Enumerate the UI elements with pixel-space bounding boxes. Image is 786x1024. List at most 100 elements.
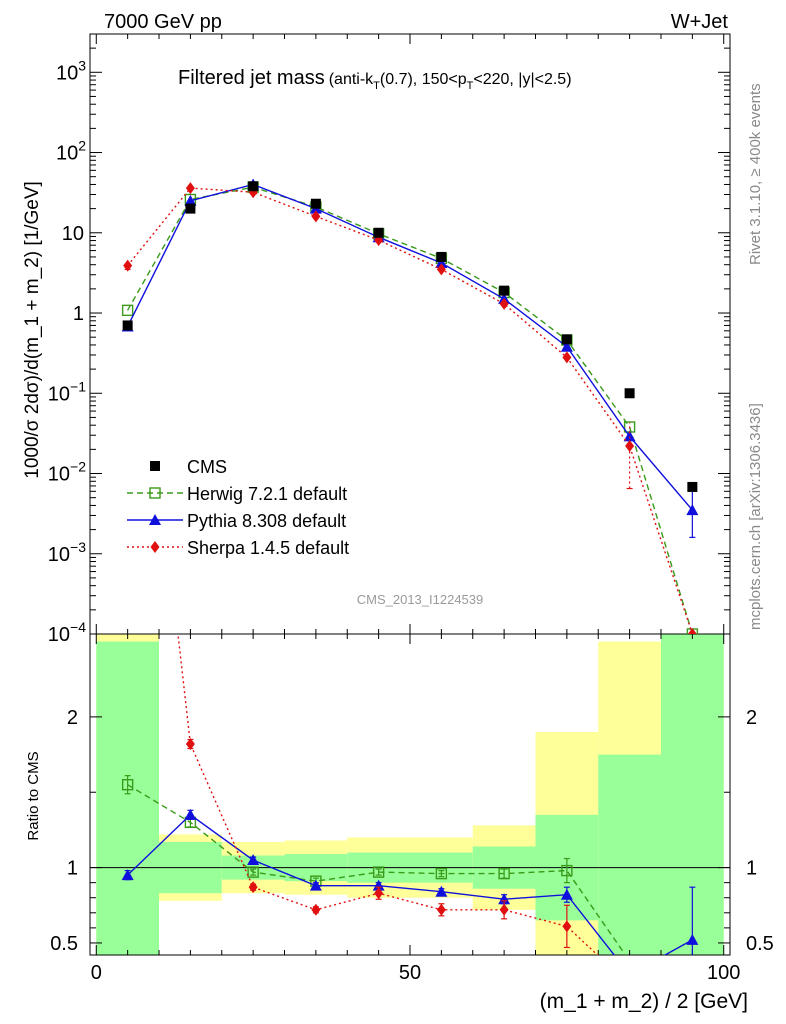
main-frame xyxy=(89,33,731,635)
ratio-marker-series-2-6 xyxy=(499,903,509,916)
ratio-y-tick-label-right: 0.5 xyxy=(746,933,774,955)
cms-data-point-1 xyxy=(185,203,196,214)
ratio-marker-series-1-8 xyxy=(624,969,636,980)
rivet-version-label: Rivet 3.1.10, ≥ 400k events xyxy=(747,83,764,265)
ratio-y-tick-label-right: 2 xyxy=(746,707,757,729)
y-tick-base: 10 xyxy=(48,544,70,566)
ratio-y-tick-label: 1 xyxy=(67,858,78,880)
y-tick-exponent: −2 xyxy=(70,459,86,475)
main-line-series-2 xyxy=(127,187,694,634)
ratio-marker-series-0-5 xyxy=(435,867,448,880)
main-panel-curves xyxy=(121,178,699,634)
title-sub-c: <220, |y|<2.5) xyxy=(473,71,571,88)
ratio-line-series-0 xyxy=(127,784,627,955)
x-axis-label: (m_1 + m_2) / 2 [GeV] xyxy=(540,990,748,1013)
ratio-marker-series-2-2 xyxy=(248,881,258,894)
y-tick-label: 1 xyxy=(73,303,84,325)
main-marker-series-1-5 xyxy=(435,257,448,269)
cms-data-point-8 xyxy=(624,388,635,399)
ratio-marker-series-1-5 xyxy=(435,885,448,897)
title-main: Filtered jet mass xyxy=(178,67,325,89)
cms-data-point-3 xyxy=(310,198,321,209)
main-marker-series-0-0 xyxy=(121,304,134,317)
ratio-marker-series-1-0 xyxy=(121,869,134,881)
title-sub-t1: T xyxy=(373,80,380,92)
legend: CMS Herwig 7.2.1 default Pythia 8.308 defa… xyxy=(127,457,349,558)
ratio-marker-series-1-4 xyxy=(372,879,385,891)
main-marker-series-1-1 xyxy=(184,194,197,206)
cms-data-point-9 xyxy=(687,481,698,492)
green-band-bin-8 xyxy=(598,754,661,955)
title-sub-t2: T xyxy=(467,80,474,92)
ratio-marker-series-2-7 xyxy=(562,920,572,933)
ratio-y-tick-label: 0.5 xyxy=(50,933,78,955)
y-tick-exponent: 3 xyxy=(78,57,86,73)
ratio-y-tick-label: 2 xyxy=(67,707,78,729)
legend-marker-series-2 xyxy=(150,541,160,553)
ratio-marker-series-1-3 xyxy=(309,879,322,891)
main-marker-series-2-1 xyxy=(185,182,195,195)
y-tick-label: 10 xyxy=(62,223,84,245)
y-tick-label: 10−4 xyxy=(48,619,86,646)
y-tick-base: 10 xyxy=(48,624,70,646)
main-marker-series-2-9 xyxy=(687,628,697,634)
y-tick-base: 10 xyxy=(56,143,78,165)
ratio-band-group xyxy=(96,634,724,955)
y-tick-base: 10 xyxy=(48,383,70,405)
ratio-line-series-1 xyxy=(127,813,693,955)
main-marker-series-2-7 xyxy=(562,351,572,364)
main-marker-series-1-9 xyxy=(686,504,699,516)
ratio-marker-series-2-0 xyxy=(123,183,132,195)
ratio-y-tick-label-right: 1 xyxy=(746,858,757,880)
y-tick-exponent: −3 xyxy=(70,539,86,555)
cms-data-point-4 xyxy=(373,227,384,238)
ratio-marker-series-0-7 xyxy=(561,864,573,877)
y-tick-label: 10−2 xyxy=(48,459,86,486)
legend-label-series-1: Pythia 8.308 default xyxy=(187,511,346,531)
main-line-series-1 xyxy=(126,183,693,511)
ratio-marker-series-0-4 xyxy=(372,866,385,878)
main-marker-series-2-6 xyxy=(499,297,509,310)
y-axis-label: 1000/σ 2dσ)/d(m_1 + m_2) [1/GeV] xyxy=(22,181,43,479)
legend-label-series-0: Herwig 7.2.1 default xyxy=(187,484,347,504)
process-label: W+Jet xyxy=(671,11,729,33)
ratio-marker-series-2-3 xyxy=(311,903,321,916)
main-marker-series-2-5 xyxy=(436,263,446,276)
y-tick-exponent: −4 xyxy=(70,619,86,635)
legend-marker-cms xyxy=(150,461,160,471)
y-tick-label: 102 xyxy=(56,138,86,165)
ratio-line-series-2 xyxy=(177,634,599,955)
ratio-marker-series-0-6 xyxy=(498,867,510,880)
x-tick-label: 50 xyxy=(399,962,421,984)
title-sub-a: (anti-k xyxy=(329,71,374,88)
y-tick-label: 10−3 xyxy=(48,539,86,566)
legend-marker-series-0 xyxy=(149,487,161,499)
energy-label: 7000 GeV pp xyxy=(104,11,222,33)
ratio-y-axis-label: Ratio to CMS xyxy=(25,751,42,840)
ratio-panel-curves xyxy=(121,183,699,980)
title-sub-b: (0.7), 150<p xyxy=(380,71,467,88)
main-marker-series-1-8 xyxy=(623,430,636,442)
main-marker-series-1-7 xyxy=(560,340,573,352)
y-tick-base: 10 xyxy=(56,62,78,84)
ratio-marker-series-1-7 xyxy=(560,888,573,900)
mcplots-reference-label: mcplots.cern.ch [arXiv:1306.3436] xyxy=(747,403,764,630)
x-tick-label: 100 xyxy=(707,962,740,984)
x-tick-label: 0 xyxy=(91,962,102,984)
main-marker-series-2-0 xyxy=(123,259,133,272)
y-tick-exponent: 2 xyxy=(78,138,86,154)
ratio-marker-series-0-0 xyxy=(121,779,134,791)
ratio-marker-series-1-1 xyxy=(184,808,197,820)
ratio-marker-series-1-6 xyxy=(498,893,511,905)
main-marker-series-2-8 xyxy=(625,440,635,453)
ratio-marker-series-1-2 xyxy=(247,854,260,866)
main-marker-series-2-3 xyxy=(311,210,321,223)
y-tick-label: 10−1 xyxy=(48,378,86,405)
ratio-marker-series-0-2 xyxy=(247,866,259,878)
ratio-marker-series-2-5 xyxy=(436,903,446,916)
ratio-marker-series-1-9 xyxy=(686,933,699,945)
analysis-watermark: CMS_2013_I1224539 xyxy=(357,592,484,607)
cms-data-point-7 xyxy=(561,334,572,345)
